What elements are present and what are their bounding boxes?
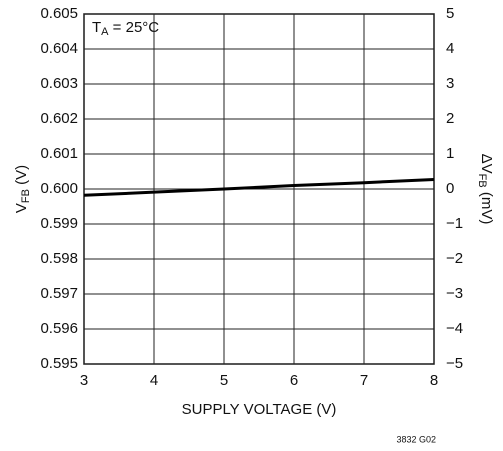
x-tick-label: 5 bbox=[220, 372, 228, 389]
y2-tick-label: −2 bbox=[446, 250, 463, 267]
y-axis-label: VFB (V) bbox=[13, 165, 32, 213]
y2-label-unit: (mV) bbox=[478, 188, 495, 225]
y-tick-label: 0.600 bbox=[40, 180, 78, 197]
y-tick-label: 0.596 bbox=[40, 320, 78, 337]
y2-label-sub: FB bbox=[476, 174, 488, 188]
y-tick-label: 0.601 bbox=[40, 145, 78, 162]
annotation-main: T bbox=[92, 19, 101, 36]
y2-tick-label: 3 bbox=[446, 75, 454, 92]
y-tick-label: 0.603 bbox=[40, 75, 78, 92]
y2-tick-label: −3 bbox=[446, 285, 463, 302]
annotation: TA = 25°C bbox=[92, 19, 159, 38]
y-tick-label: 0.605 bbox=[40, 5, 78, 22]
y-tick-label: 0.595 bbox=[40, 355, 78, 372]
y2-tick-label: −4 bbox=[446, 320, 463, 337]
footnote: 3832 G02 bbox=[396, 434, 436, 444]
y-tick-label: 0.597 bbox=[40, 285, 78, 302]
y2-axis-label: ΔVFB (mV) bbox=[476, 154, 495, 225]
y2-tick-label: 4 bbox=[446, 40, 454, 57]
y2-tick-label: 5 bbox=[446, 5, 454, 22]
y2-tick-label: 2 bbox=[446, 110, 454, 127]
y-tick-label: 0.604 bbox=[40, 40, 78, 57]
x-tick-label: 4 bbox=[150, 372, 158, 389]
y2-tick-label: 1 bbox=[446, 145, 454, 162]
data-line bbox=[83, 178, 435, 197]
y-label-sub: FB bbox=[20, 189, 32, 203]
y-tick-label: 0.599 bbox=[40, 215, 78, 232]
y-tick-label: 0.598 bbox=[40, 250, 78, 267]
y2-tick-label: 0 bbox=[446, 180, 454, 197]
x-axis-label: SUPPLY VOLTAGE (V) bbox=[182, 401, 337, 418]
x-tick-label: 6 bbox=[290, 372, 298, 389]
x-tick-label: 3 bbox=[80, 372, 88, 389]
x-tick-label: 7 bbox=[360, 372, 368, 389]
y2-tick-label: −1 bbox=[446, 215, 463, 232]
annotation-sub: A bbox=[101, 26, 109, 38]
y-label-unit: (V) bbox=[13, 165, 30, 189]
y2-tick-label: −5 bbox=[446, 355, 463, 372]
y-tick-label: 0.602 bbox=[40, 110, 78, 127]
y2-label-main: ΔV bbox=[478, 154, 495, 174]
annotation-rest: = 25°C bbox=[109, 19, 160, 36]
x-tick-label: 8 bbox=[430, 372, 438, 389]
y-label-main: V bbox=[13, 203, 30, 213]
